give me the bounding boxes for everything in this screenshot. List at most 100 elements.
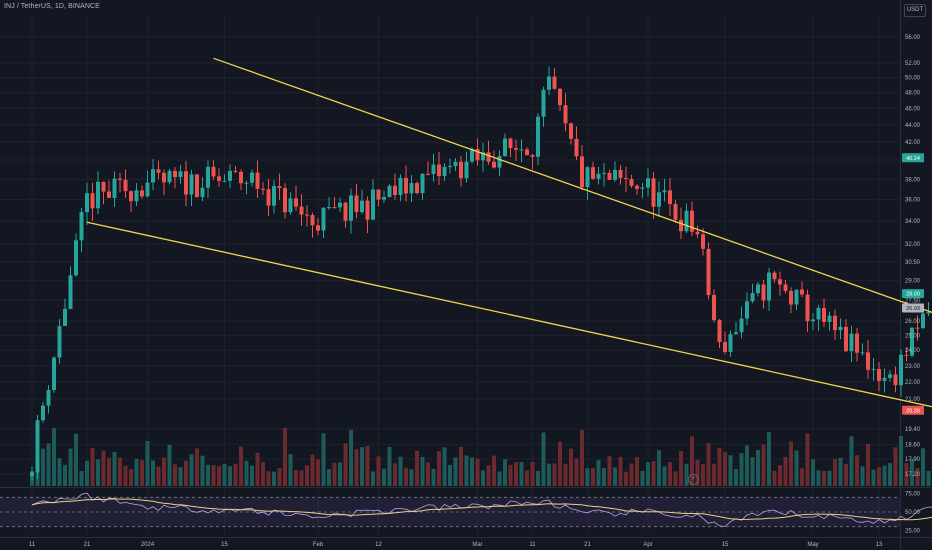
candle-body xyxy=(206,166,210,188)
volume-bar xyxy=(618,456,623,486)
candle-body xyxy=(338,202,342,208)
candle-body xyxy=(811,319,815,322)
volume-bar xyxy=(57,458,62,486)
candle-body xyxy=(321,207,326,231)
candle-body xyxy=(915,327,920,329)
price-axis[interactable]: 56.0052.0050.0048.0046.0044.0042.0040.00… xyxy=(905,35,921,534)
volume-bar xyxy=(888,463,892,486)
candle-body xyxy=(794,289,799,305)
time-axis[interactable]: 1121202415Feb12Mar1121Apr15May13Jun17Jul… xyxy=(29,542,932,548)
volume-bar xyxy=(415,450,419,486)
candle-body xyxy=(310,214,315,226)
volume-bar xyxy=(68,448,73,486)
volume-bar xyxy=(915,467,920,486)
volume-bar xyxy=(756,449,760,486)
candle-body xyxy=(41,405,45,421)
candle-body xyxy=(695,231,700,235)
trendlines-layer[interactable] xyxy=(86,57,932,428)
candle-body xyxy=(239,171,243,184)
candle-body xyxy=(30,472,34,477)
candle-body xyxy=(376,189,381,200)
trendline xyxy=(86,221,932,408)
volume-bar xyxy=(41,448,45,486)
volume-bar xyxy=(563,464,568,486)
volume-bar xyxy=(123,465,128,486)
candle-body xyxy=(547,76,551,90)
volume-bar xyxy=(827,470,832,486)
volume-bar xyxy=(717,447,722,486)
volume-bar xyxy=(547,463,551,486)
volume-bar xyxy=(706,443,711,486)
volume-bar xyxy=(134,458,139,486)
volume-bar xyxy=(371,471,375,486)
candle-body xyxy=(426,173,430,175)
candle-body xyxy=(789,290,793,305)
candle-body xyxy=(552,76,557,89)
candle-body xyxy=(514,148,518,150)
volume-bar xyxy=(167,444,172,486)
volume-bar xyxy=(431,468,436,486)
candle-body xyxy=(167,170,172,183)
volume-bar xyxy=(387,446,392,486)
candle-body xyxy=(646,178,650,188)
candles-layer xyxy=(30,66,931,481)
volume-bar xyxy=(893,447,898,486)
candle-body xyxy=(591,167,595,179)
price-tick-label: 50.00 xyxy=(905,76,921,82)
candle-body xyxy=(217,176,221,181)
candle-body xyxy=(151,169,155,183)
symbol-title[interactable]: INJ / TetherUS, 1D, BINANCE xyxy=(4,3,100,10)
volume-bar xyxy=(261,462,265,486)
price-tick-label: 29.00 xyxy=(905,279,921,285)
volume-bar xyxy=(206,464,210,486)
price-tick-label: 32.00 xyxy=(905,242,921,248)
volume-bar xyxy=(673,471,678,486)
candle-body xyxy=(222,180,227,182)
volume-bar xyxy=(437,451,441,486)
candle-body xyxy=(624,177,628,179)
currency-unit-button[interactable]: USDT xyxy=(904,4,926,17)
volume-bar xyxy=(409,469,414,486)
candle-body xyxy=(596,173,601,179)
volume-bar xyxy=(156,466,161,486)
volume-bar xyxy=(503,459,507,486)
candle-body xyxy=(756,284,760,294)
volume-bar xyxy=(607,456,612,486)
volume-bar xyxy=(882,465,887,486)
candle-body xyxy=(684,210,689,232)
lightning-icon[interactable]: ⚡ xyxy=(688,474,699,485)
volume-bar xyxy=(151,460,155,486)
volume-bar xyxy=(217,466,221,486)
volume-bar xyxy=(684,463,689,486)
time-tick-label: May xyxy=(807,542,818,548)
price-tick-label: 46.00 xyxy=(905,106,921,112)
volume-bar xyxy=(250,465,254,486)
candle-body xyxy=(882,377,887,381)
volume-bar xyxy=(574,458,579,486)
candle-body xyxy=(849,333,854,352)
candle-body xyxy=(712,294,716,321)
candle-body xyxy=(778,279,782,285)
price-tick-label: 21.00 xyxy=(905,397,921,403)
candle-body xyxy=(816,307,821,320)
volume-bar xyxy=(723,452,727,486)
time-tick-label: 12 xyxy=(375,542,382,548)
candle-body xyxy=(921,313,925,329)
candle-body xyxy=(107,191,111,198)
candle-body xyxy=(745,301,749,319)
volume-bar xyxy=(338,462,342,486)
candle-body xyxy=(717,320,722,343)
candle-body xyxy=(635,185,639,189)
volume-bar xyxy=(838,457,843,486)
volume-bar xyxy=(767,432,771,486)
volume-bar xyxy=(772,470,777,486)
candle-body xyxy=(844,326,848,352)
candle-body xyxy=(470,148,474,162)
candle-body xyxy=(200,187,205,198)
price-tick-label: 17.20 xyxy=(905,472,921,478)
candle-body xyxy=(673,204,678,220)
candle-body xyxy=(409,183,414,194)
volume-bar xyxy=(486,465,491,486)
